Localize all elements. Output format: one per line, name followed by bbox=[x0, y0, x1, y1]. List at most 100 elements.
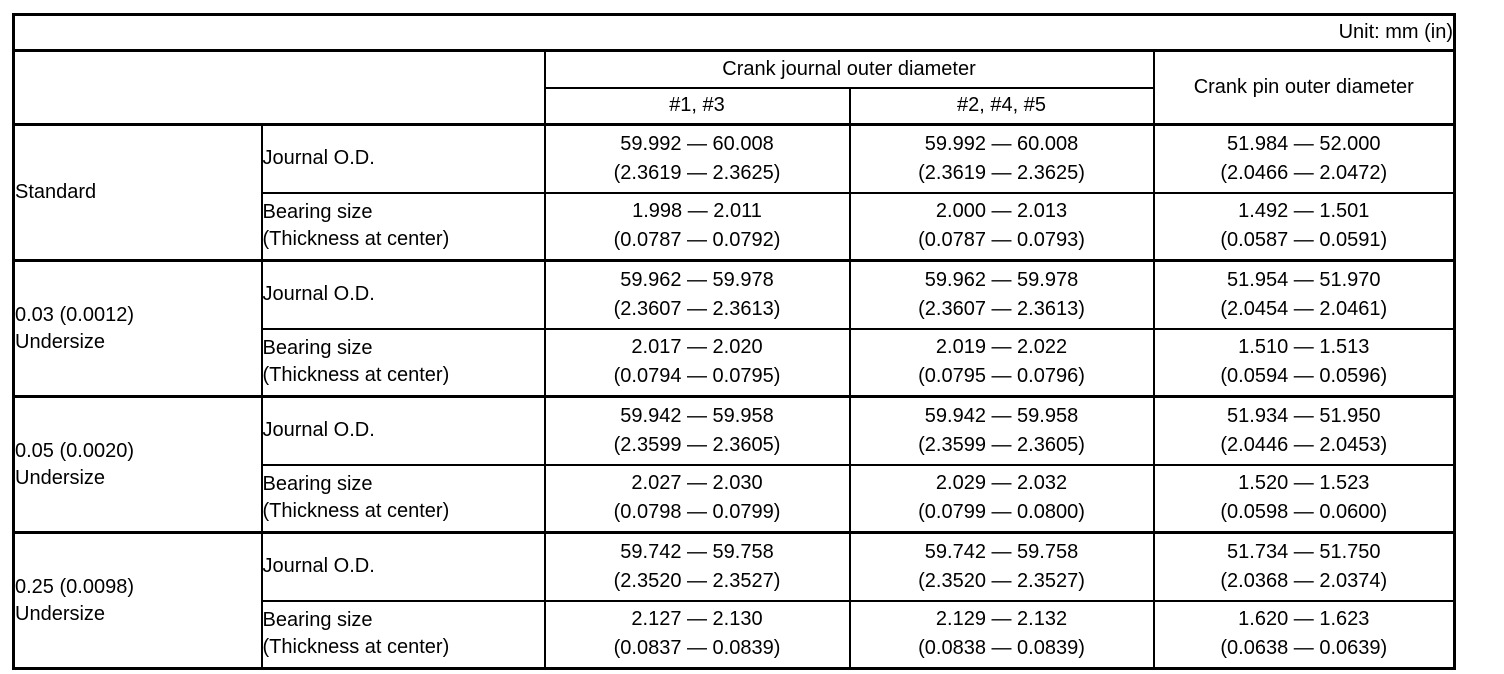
group-label-line1: 0.05 (0.0020) bbox=[15, 439, 134, 462]
value-in: (0.0787 — 0.0792) bbox=[613, 229, 781, 252]
value-mm: 2.000 — 2.013 bbox=[935, 200, 1068, 223]
value-mm: 59.942 — 59.958 bbox=[620, 404, 774, 427]
value-in: (0.0838 — 0.0839) bbox=[918, 637, 1085, 660]
value-mm: 51.734 — 51.750 bbox=[1227, 540, 1381, 563]
crankshaft-spec-table: Unit: mm (in) Crank journal outer diamet… bbox=[12, 13, 1457, 670]
cell-003-journal-j245: 59.962 — 59.978 (2.3607 — 2.3613) bbox=[848, 259, 1155, 330]
value-mm: 1.620 — 1.623 bbox=[1238, 608, 1370, 631]
group-label-standard: Standard bbox=[12, 123, 263, 262]
cell-standard-journal-j245: 59.992 — 60.008 (2.3619 — 2.3625) bbox=[848, 123, 1155, 194]
header-row-2: #1, #3 #2, #4, #5 bbox=[14, 86, 1455, 126]
unit-row: Unit: mm (in) bbox=[12, 13, 1456, 52]
value-in: (2.0466 — 2.0472) bbox=[1220, 161, 1388, 184]
group-label-005-undersize: 0.05 (0.0020) Undersize bbox=[12, 395, 263, 534]
cell-standard-bearing-j13: 1.998 — 2.011 (0.0787 — 0.0792) bbox=[543, 191, 851, 262]
row-label-bearing-size: Bearing size (Thickness at center) bbox=[260, 191, 546, 262]
value-in: (0.0598 — 0.0600) bbox=[1220, 501, 1388, 524]
value-in: (2.3520 — 2.3527) bbox=[613, 569, 781, 592]
cell-003-bearing-j245: 2.019 — 2.022 (0.0795 — 0.0796) bbox=[848, 327, 1155, 398]
value-mm: 2.017 — 2.020 bbox=[631, 336, 763, 359]
value-mm: 51.954 — 51.970 bbox=[1227, 268, 1381, 291]
value-in: (2.0454 — 2.0461) bbox=[1220, 297, 1388, 320]
cell-025-bearing-pin: 1.620 — 1.623 (0.0638 — 0.0639) bbox=[1152, 599, 1456, 670]
cell-standard-journal-pin: 51.984 — 52.000 (2.0466 — 2.0472) bbox=[1152, 123, 1456, 194]
header-crank-pin: Crank pin outer diameter bbox=[1152, 49, 1456, 126]
group-label-025-undersize: 0.25 (0.0098) Undersize bbox=[12, 531, 263, 670]
header-crank-journal: Crank journal outer diameter bbox=[543, 49, 1155, 89]
value-mm: 59.962 — 59.978 bbox=[924, 268, 1079, 291]
value-mm: 51.984 — 52.000 bbox=[1227, 132, 1381, 155]
cell-025-journal-j245: 59.742 — 59.758 (2.3520 — 2.3527) bbox=[848, 531, 1155, 602]
header-row-1: Crank journal outer diameter Crank pin o… bbox=[12, 49, 1456, 126]
value-mm: 2.027 — 2.030 bbox=[631, 472, 763, 495]
value-in: (2.3599 — 2.3605) bbox=[613, 433, 781, 456]
value-in: (0.0587 — 0.0591) bbox=[1220, 229, 1388, 252]
group-label-line2: Undersize bbox=[15, 330, 106, 353]
group-label-003-undersize: 0.03 (0.0012) Undersize bbox=[12, 259, 263, 398]
value-in: (2.3520 — 2.3527) bbox=[918, 569, 1085, 592]
value-mm: 59.942 — 59.958 bbox=[924, 404, 1079, 427]
row-label-bearing-size: Bearing size (Thickness at center) bbox=[260, 599, 546, 670]
cell-005-journal-pin: 51.934 — 51.950 (2.0446 — 2.0453) bbox=[1152, 395, 1456, 466]
value-in: (2.0446 — 2.0453) bbox=[1220, 433, 1388, 456]
value-mm: 2.127 — 2.130 bbox=[631, 608, 763, 631]
cell-standard-bearing-j245: 2.000 — 2.013 (0.0787 — 0.0793) bbox=[848, 191, 1155, 262]
row-label-journal-od: Journal O.D. bbox=[260, 259, 546, 330]
row-label-journal-od: Journal O.D. bbox=[260, 123, 546, 194]
cell-003-journal-j13: 59.962 — 59.978 (2.3607 — 2.3613) bbox=[543, 259, 851, 330]
cell-005-bearing-pin: 1.520 — 1.523 (0.0598 — 0.0600) bbox=[1152, 463, 1456, 534]
group-label-line2: Undersize bbox=[15, 602, 106, 625]
header-journal-2-4-5: #2, #4, #5 bbox=[848, 86, 1155, 126]
value-in: (0.0795 — 0.0796) bbox=[918, 365, 1085, 388]
table-row: Standard Journal O.D. 59.992 — 60.008 (2… bbox=[12, 123, 1456, 262]
value-in: (2.3619 — 2.3625) bbox=[918, 161, 1085, 184]
cell-025-bearing-j13: 2.127 — 2.130 (0.0837 — 0.0839) bbox=[543, 599, 851, 670]
value-mm: 1.510 — 1.513 bbox=[1238, 336, 1370, 359]
table-row: Bearing size (Thickness at center) 2.017… bbox=[14, 327, 1456, 398]
value-in: (0.0638 — 0.0639) bbox=[1220, 637, 1388, 660]
table-row: 0.25 (0.0098) Undersize Journal O.D. 59.… bbox=[12, 531, 1456, 670]
value-mm: 59.742 — 59.758 bbox=[620, 540, 774, 563]
cell-005-journal-j245: 59.942 — 59.958 (2.3599 — 2.3605) bbox=[848, 395, 1155, 466]
value-in: (0.0798 — 0.0799) bbox=[613, 501, 781, 524]
cell-005-journal-j13: 59.942 — 59.958 (2.3599 — 2.3605) bbox=[543, 395, 851, 466]
cell-005-bearing-j245: 2.029 — 2.032 (0.0799 — 0.0800) bbox=[848, 463, 1155, 534]
group-label-line1: 0.03 (0.0012) bbox=[15, 303, 134, 326]
row-label-bearing-size: Bearing size (Thickness at center) bbox=[260, 327, 546, 398]
group-label-line2: Undersize bbox=[15, 466, 106, 489]
cell-standard-journal-j13: 59.992 — 60.008 (2.3619 — 2.3625) bbox=[543, 123, 851, 194]
cell-005-bearing-j13: 2.027 — 2.030 (0.0798 — 0.0799) bbox=[543, 463, 851, 534]
value-mm: 2.129 — 2.132 bbox=[935, 608, 1068, 631]
row-label-journal-od: Journal O.D. bbox=[260, 395, 546, 466]
value-mm: 59.992 — 60.008 bbox=[924, 132, 1079, 155]
cell-003-bearing-j13: 2.017 — 2.020 (0.0794 — 0.0795) bbox=[543, 327, 851, 398]
value-in: (2.3607 — 2.3613) bbox=[918, 297, 1085, 320]
value-mm: 1.492 — 1.501 bbox=[1238, 200, 1370, 223]
cell-003-journal-pin: 51.954 — 51.970 (2.0454 — 2.0461) bbox=[1152, 259, 1456, 330]
value-in: (0.0787 — 0.0793) bbox=[918, 229, 1085, 252]
cell-025-journal-j13: 59.742 — 59.758 (2.3520 — 2.3527) bbox=[543, 531, 851, 602]
table-row: Bearing size (Thickness at center) 1.998… bbox=[14, 191, 1456, 262]
value-mm: 59.992 — 60.008 bbox=[620, 132, 774, 155]
group-label-line1: Standard bbox=[15, 181, 97, 203]
value-in: (0.0799 — 0.0800) bbox=[918, 501, 1085, 524]
table-row: 0.05 (0.0020) Undersize Journal O.D. 59.… bbox=[12, 395, 1456, 534]
table-row: Bearing size (Thickness at center) 2.027… bbox=[14, 463, 1456, 534]
row-label-bearing-size: Bearing size (Thickness at center) bbox=[260, 463, 546, 534]
table-row: Bearing size (Thickness at center) 2.127… bbox=[14, 599, 1456, 670]
header-journal-1-3: #1, #3 bbox=[543, 86, 851, 126]
value-in: (2.0368 — 2.0374) bbox=[1220, 569, 1388, 592]
value-in: (0.0837 — 0.0839) bbox=[613, 637, 781, 660]
value-mm: 59.962 — 59.978 bbox=[620, 268, 774, 291]
cell-003-bearing-pin: 1.510 — 1.513 (0.0594 — 0.0596) bbox=[1152, 327, 1456, 398]
value-in: (2.3619 — 2.3625) bbox=[613, 161, 781, 184]
value-in: (0.0794 — 0.0795) bbox=[613, 365, 781, 388]
value-mm: 2.019 — 2.022 bbox=[935, 336, 1068, 359]
value-mm: 1.520 — 1.523 bbox=[1238, 472, 1370, 495]
row-label-journal-od: Journal O.D. bbox=[260, 531, 546, 602]
table-row: 0.03 (0.0012) Undersize Journal O.D. 59.… bbox=[12, 259, 1456, 398]
unit-label: Unit: mm (in) bbox=[12, 13, 1456, 52]
cell-standard-bearing-pin: 1.492 — 1.501 (0.0587 — 0.0591) bbox=[1152, 191, 1456, 262]
value-in: (2.3607 — 2.3613) bbox=[613, 297, 781, 320]
